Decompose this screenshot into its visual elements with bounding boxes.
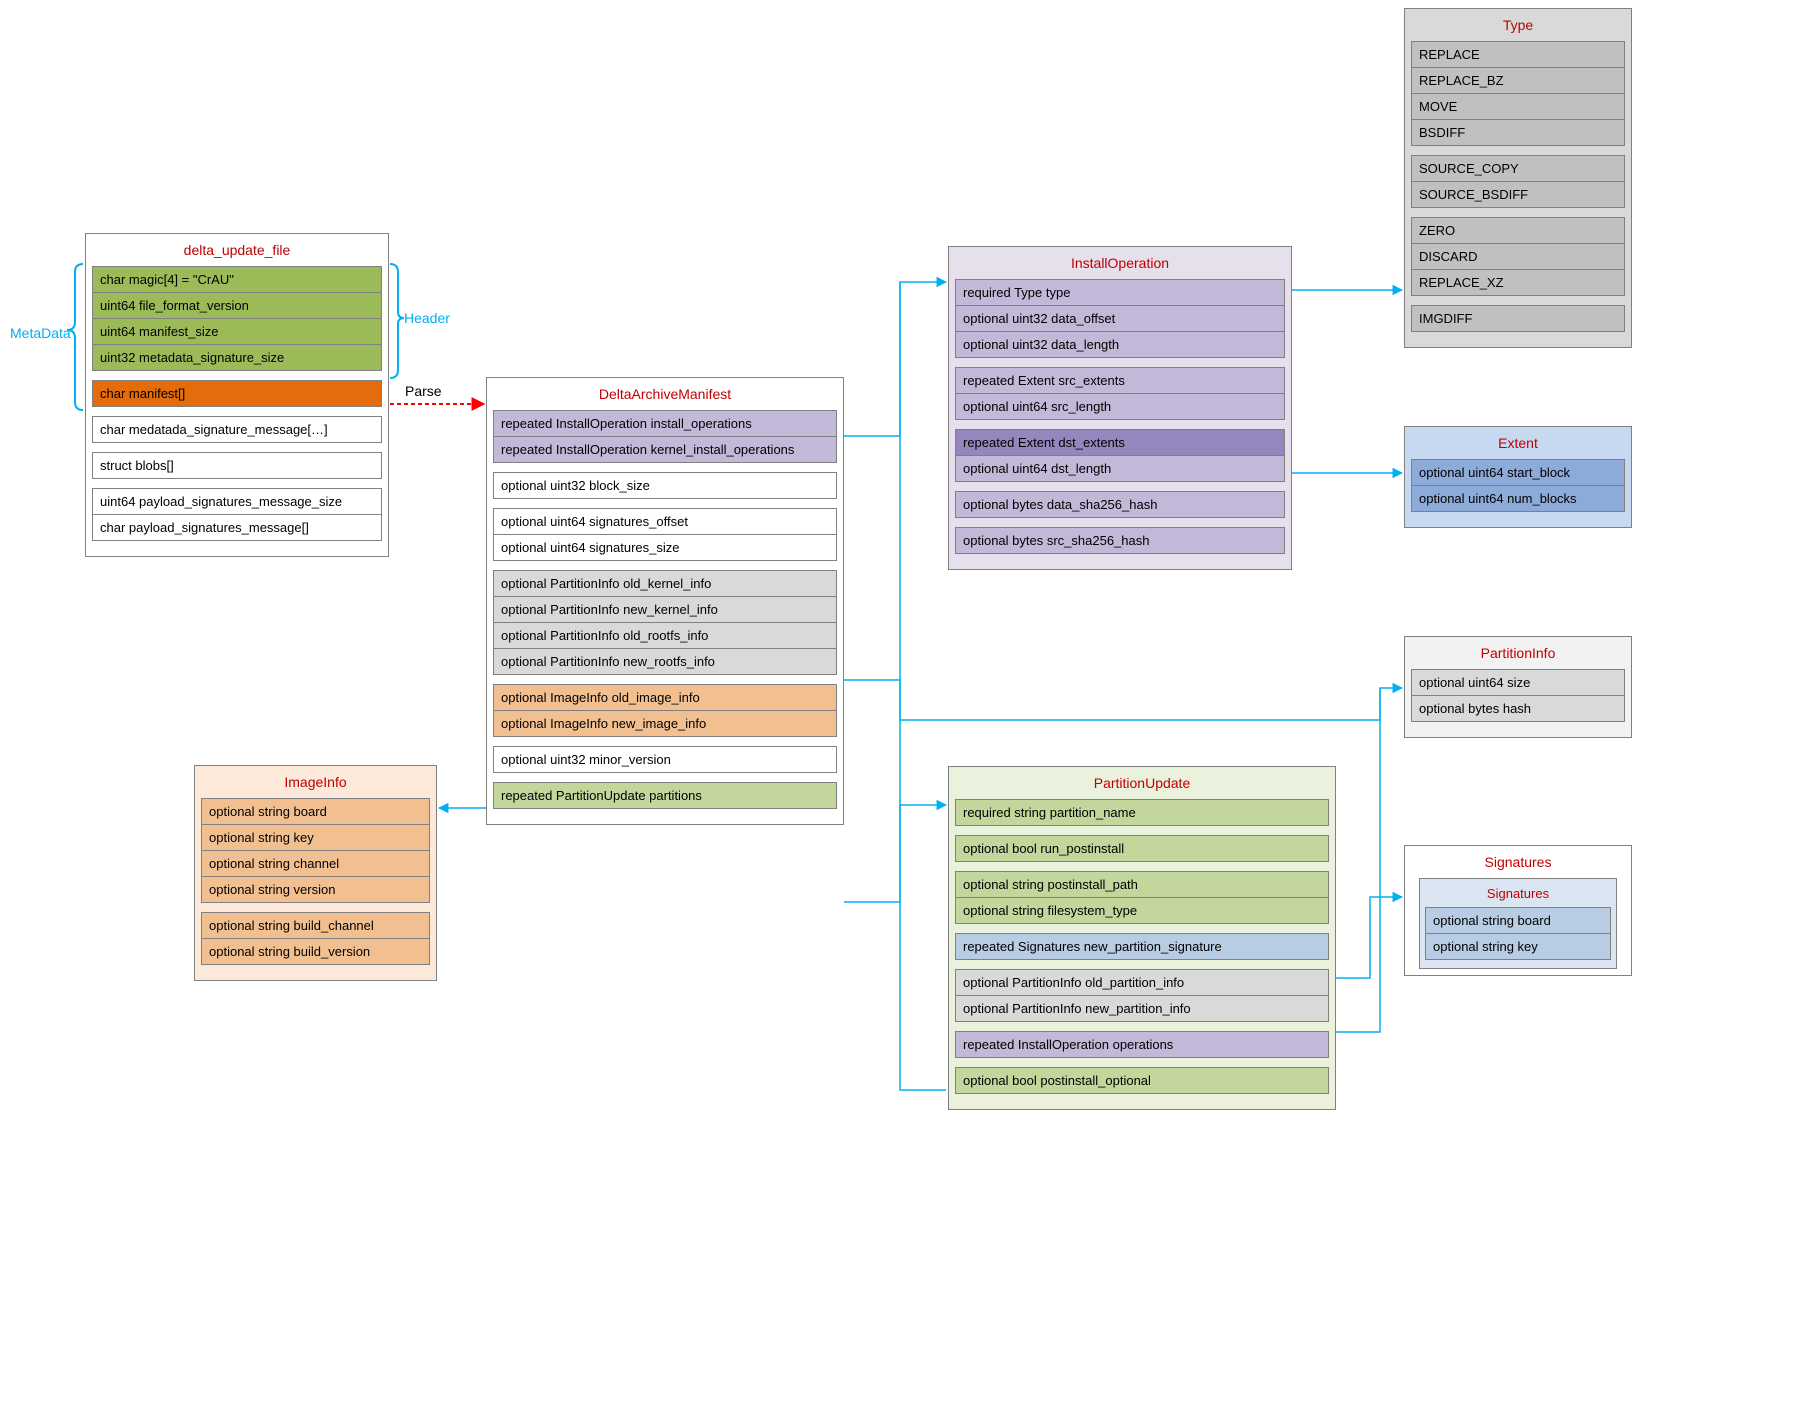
- io-g1-1: optional uint32 data_offset: [955, 305, 1285, 332]
- m-ops-0: repeated InstallOperation install_operat…: [493, 410, 837, 437]
- m-sig-0: optional uint64 signatures_offset: [493, 508, 837, 535]
- duf-header-1: uint64 file_format_version: [92, 292, 382, 319]
- installop-box: InstallOperation required Type type opti…: [948, 246, 1292, 570]
- ii-g1-1: optional string key: [201, 824, 430, 851]
- installop-title: InstallOperation: [955, 255, 1285, 271]
- type-title: Type: [1411, 17, 1625, 33]
- t-g3-1: DISCARD: [1411, 243, 1625, 270]
- t-g4: IMGDIFF: [1411, 305, 1625, 332]
- m-pi-2: optional PartitionInfo old_rootfs_info: [493, 622, 837, 649]
- pu-path-1: optional string filesystem_type: [955, 897, 1329, 924]
- io-g1-0: required Type type: [955, 279, 1285, 306]
- pu-sig: repeated Signatures new_partition_signat…: [955, 933, 1329, 960]
- partitionupdate-title: PartitionUpdate: [955, 775, 1329, 791]
- m-pi-1: optional PartitionInfo new_kernel_info: [493, 596, 837, 623]
- duf-header-0: char magic[4] = "CrAU": [92, 266, 382, 293]
- duf-sigmsg: char medatada_signature_message[…]: [92, 416, 382, 443]
- duf-paysig-0: uint64 payload_signatures_message_size: [92, 488, 382, 515]
- t-g1-3: BSDIFF: [1411, 119, 1625, 146]
- t-g2-0: SOURCE_COPY: [1411, 155, 1625, 182]
- pi-1: optional bytes hash: [1411, 695, 1625, 722]
- extent-box: Extent optional uint64 start_block optio…: [1404, 426, 1632, 528]
- io-g4: optional bytes data_sha256_hash: [955, 491, 1285, 518]
- signatures-inner: Signatures optional string board optiona…: [1419, 878, 1617, 969]
- pu-ops: repeated InstallOperation operations: [955, 1031, 1329, 1058]
- pu-pi-0: optional PartitionInfo old_partition_inf…: [955, 969, 1329, 996]
- partitionupdate-box: PartitionUpdate required string partitio…: [948, 766, 1336, 1110]
- pu-postopt: optional bool postinstall_optional: [955, 1067, 1329, 1094]
- m-pi-3: optional PartitionInfo new_rootfs_info: [493, 648, 837, 675]
- partitioninfo-box: PartitionInfo optional uint64 size optio…: [1404, 636, 1632, 738]
- manifest-box: DeltaArchiveManifest repeated InstallOpe…: [486, 377, 844, 825]
- manifest-title: DeltaArchiveManifest: [493, 386, 837, 402]
- delta-update-file-box: delta_update_file char magic[4] = "CrAU"…: [85, 233, 389, 557]
- signatures-inner-title: Signatures: [1425, 886, 1611, 901]
- m-minor: optional uint32 minor_version: [493, 746, 837, 773]
- ii-g1-0: optional string board: [201, 798, 430, 825]
- duf-blobs: struct blobs[]: [92, 452, 382, 479]
- m-ops-1: repeated InstallOperation kernel_install…: [493, 436, 837, 463]
- ii-g2-0: optional string build_channel: [201, 912, 430, 939]
- imageinfo-box: ImageInfo optional string board optional…: [194, 765, 437, 981]
- ii-g1-3: optional string version: [201, 876, 430, 903]
- ext-0: optional uint64 start_block: [1411, 459, 1625, 486]
- pu-pi-1: optional PartitionInfo new_partition_inf…: [955, 995, 1329, 1022]
- pi-0: optional uint64 size: [1411, 669, 1625, 696]
- extent-title: Extent: [1411, 435, 1625, 451]
- m-partitions: repeated PartitionUpdate partitions: [493, 782, 837, 809]
- duf-header-2: uint64 manifest_size: [92, 318, 382, 345]
- ii-g1-2: optional string channel: [201, 850, 430, 877]
- io-g1-2: optional uint32 data_length: [955, 331, 1285, 358]
- io-g3-0: repeated Extent dst_extents: [955, 429, 1285, 456]
- sig-1: optional string key: [1425, 933, 1611, 960]
- t-g3-0: ZERO: [1411, 217, 1625, 244]
- t-g1-1: REPLACE_BZ: [1411, 67, 1625, 94]
- signatures-title: Signatures: [1411, 854, 1625, 870]
- delta-update-file-title: delta_update_file: [92, 242, 382, 258]
- t-g3-2: REPLACE_XZ: [1411, 269, 1625, 296]
- io-g2-0: repeated Extent src_extents: [955, 367, 1285, 394]
- header-label: Header: [404, 310, 450, 326]
- m-sig-1: optional uint64 signatures_size: [493, 534, 837, 561]
- duf-paysig-1: char payload_signatures_message[]: [92, 514, 382, 541]
- t-g1-2: MOVE: [1411, 93, 1625, 120]
- t-g1-0: REPLACE: [1411, 41, 1625, 68]
- duf-manifest: char manifest[]: [92, 380, 382, 407]
- metadata-label: MetaData: [10, 325, 71, 341]
- parse-label: Parse: [405, 383, 442, 399]
- imageinfo-title: ImageInfo: [201, 774, 430, 790]
- pu-run: optional bool run_postinstall: [955, 835, 1329, 862]
- m-ii-0: optional ImageInfo old_image_info: [493, 684, 837, 711]
- io-g3-1: optional uint64 dst_length: [955, 455, 1285, 482]
- pu-path-0: optional string postinstall_path: [955, 871, 1329, 898]
- m-pi-0: optional PartitionInfo old_kernel_info: [493, 570, 837, 597]
- io-g2-1: optional uint64 src_length: [955, 393, 1285, 420]
- type-box: Type REPLACE REPLACE_BZ MOVE BSDIFF SOUR…: [1404, 8, 1632, 348]
- t-g2-1: SOURCE_BSDIFF: [1411, 181, 1625, 208]
- sig-0: optional string board: [1425, 907, 1611, 934]
- ii-g2-1: optional string build_version: [201, 938, 430, 965]
- m-ii-1: optional ImageInfo new_image_info: [493, 710, 837, 737]
- partitioninfo-title: PartitionInfo: [1411, 645, 1625, 661]
- signatures-box: Signatures Signatures optional string bo…: [1404, 845, 1632, 976]
- m-block: optional uint32 block_size: [493, 472, 837, 499]
- ext-1: optional uint64 num_blocks: [1411, 485, 1625, 512]
- io-g5: optional bytes src_sha256_hash: [955, 527, 1285, 554]
- pu-name: required string partition_name: [955, 799, 1329, 826]
- duf-header-3: uint32 metadata_signature_size: [92, 344, 382, 371]
